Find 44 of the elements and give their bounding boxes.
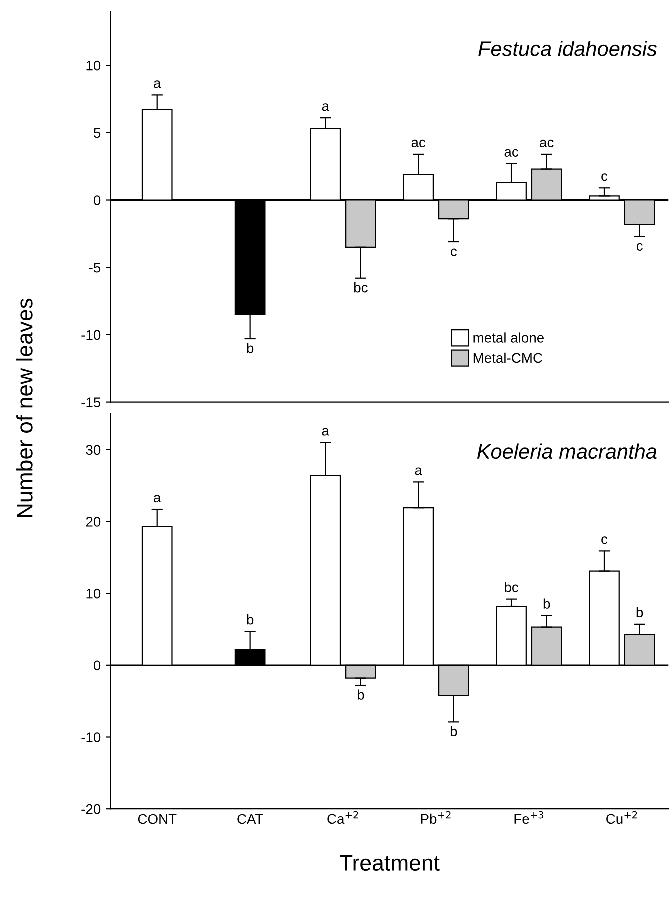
x-axis-title: Treatment: [340, 856, 440, 872]
data-label: ac: [504, 149, 519, 157]
data-label: a: [154, 80, 162, 88]
y-tick-label: 5: [94, 128, 101, 138]
legend-label: Metal-CMC: [474, 352, 542, 364]
x-tick-label: CAT: [238, 814, 264, 824]
data-label: c: [602, 174, 608, 182]
y-tick-label: 10: [86, 588, 101, 599]
data-label: b: [247, 343, 254, 354]
x-tick-label: Cu$^{+2}$: [606, 811, 638, 824]
y-tick-label: 10: [86, 60, 101, 71]
data-label: bc: [354, 282, 368, 293]
data-label: a: [154, 495, 162, 503]
legend-label: metal alone: [474, 332, 544, 343]
text: Koeleria macrantha: [477, 444, 657, 460]
y-axis-title: Number of new leaves: [16, 298, 33, 518]
data-label: c: [451, 248, 458, 256]
x-tick-label: Fe$^{+3}$: [514, 811, 544, 824]
y-tick-label: 20: [86, 517, 101, 527]
data-label: c: [602, 536, 608, 544]
y-tick-label: -15: [82, 398, 101, 408]
data-label: a: [322, 104, 330, 112]
x-tick-label: Pb$^{+2}$: [421, 811, 451, 824]
data-label: c: [636, 243, 643, 251]
data-label: bc: [505, 582, 519, 592]
x-tick-label: CONT: [138, 814, 177, 824]
y-tick-label: -5: [89, 263, 101, 273]
y-tick-label: 0: [94, 196, 101, 206]
data-label: b: [636, 607, 644, 618]
data-label: ac: [540, 140, 554, 148]
y-tick-label: -20: [82, 804, 101, 814]
y-tick-label: -10: [82, 330, 101, 340]
data-label: a: [415, 468, 422, 476]
data-label: b: [450, 726, 458, 737]
data-label: b: [358, 690, 364, 700]
data-label: b: [544, 598, 550, 609]
data-label: b: [247, 614, 254, 625]
data-label: a: [322, 428, 330, 436]
data-label: ac: [412, 140, 426, 148]
y-tick-label: 30: [86, 445, 101, 456]
x-tick-label: Ca$^{+2}$: [328, 811, 358, 824]
y-tick-label: -10: [82, 732, 101, 742]
text: Festuca idahoensis: [478, 41, 658, 56]
y-tick-label: 0: [94, 660, 101, 671]
